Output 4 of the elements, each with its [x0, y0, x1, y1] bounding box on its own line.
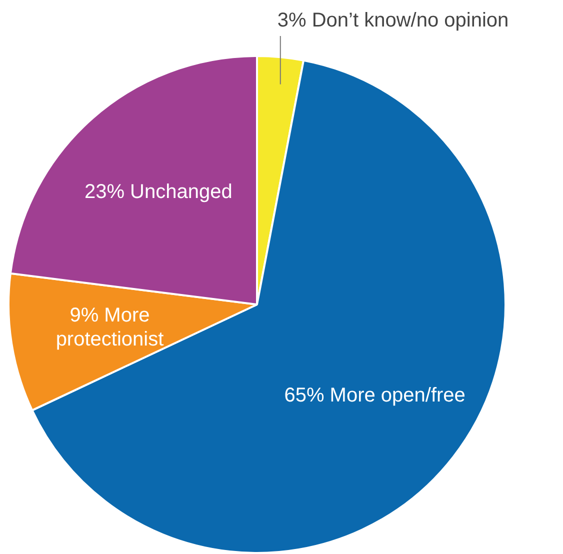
slice-label: 65% More open/free	[284, 384, 466, 406]
slice-label: 3% Don’t know/no opinion	[277, 10, 509, 32]
slice-label: 9% More protectionist	[56, 304, 164, 350]
slice-label: 23% Unchanged	[84, 181, 232, 204]
